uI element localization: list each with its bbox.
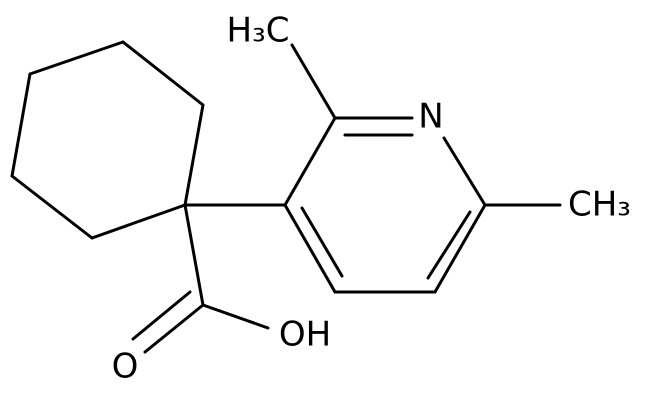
- bond: [283, 203, 337, 294]
- bond: [121, 40, 205, 107]
- bond: [10, 174, 94, 240]
- bond: [283, 116, 337, 207]
- atom-label: N: [418, 97, 443, 137]
- atom-label: CH₃: [568, 185, 631, 225]
- bond: [201, 303, 270, 330]
- bond: [290, 43, 337, 120]
- bond: [10, 72, 32, 178]
- atom-label: O: [112, 347, 139, 387]
- bonds: [10, 40, 562, 354]
- bond: [433, 203, 487, 294]
- bond: [28, 40, 125, 76]
- bond: [131, 290, 192, 341]
- bond: [183, 103, 205, 207]
- atom-label: H₃C: [227, 11, 290, 51]
- bond: [90, 203, 187, 240]
- bond: [143, 303, 205, 354]
- atom-label: OH: [279, 315, 331, 355]
- bond: [426, 210, 472, 280]
- bond: [183, 203, 205, 307]
- bond: [300, 206, 344, 278]
- bond: [442, 136, 487, 207]
